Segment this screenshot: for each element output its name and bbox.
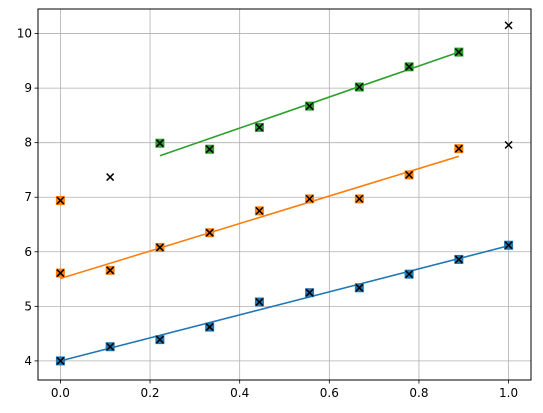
cross-marker bbox=[255, 123, 264, 132]
cross-marker bbox=[504, 140, 513, 149]
cross-stroke bbox=[405, 270, 414, 279]
cross-stroke bbox=[305, 194, 314, 203]
y-tick-label: 4 bbox=[24, 354, 32, 368]
cross-marker bbox=[205, 145, 214, 154]
cross-marker bbox=[205, 228, 214, 237]
y-tick-label: 6 bbox=[24, 245, 32, 259]
cross-marker bbox=[405, 270, 414, 279]
cross-stroke bbox=[56, 196, 65, 205]
fit-line-series-2 bbox=[60, 155, 460, 280]
cross-marker bbox=[355, 82, 364, 92]
cross-stroke bbox=[355, 82, 364, 92]
cross-stroke bbox=[355, 283, 364, 292]
x-tick-label: 0.2 bbox=[140, 386, 159, 400]
cross-marker bbox=[305, 288, 314, 297]
cross-marker bbox=[405, 170, 414, 179]
cross-marker bbox=[155, 139, 164, 148]
cross-marker bbox=[56, 269, 65, 278]
grid-lines bbox=[38, 9, 531, 380]
cross-marker bbox=[454, 48, 463, 57]
cross-stroke bbox=[504, 140, 513, 149]
cross-marker bbox=[255, 297, 264, 307]
cross-stroke bbox=[56, 356, 65, 365]
cross-stroke bbox=[454, 144, 463, 153]
x-tick-label: 0.4 bbox=[230, 386, 249, 400]
cross-stroke bbox=[106, 266, 115, 275]
cross-stroke bbox=[205, 145, 214, 154]
cross-stroke bbox=[504, 21, 513, 30]
cross-markers bbox=[56, 21, 513, 365]
y-tick-label: 5 bbox=[24, 299, 32, 313]
cross-stroke bbox=[454, 48, 463, 57]
cross-stroke bbox=[106, 173, 115, 182]
cross-stroke bbox=[106, 342, 115, 351]
y-tick-label: 10 bbox=[17, 27, 32, 41]
cross-marker bbox=[454, 255, 463, 264]
axis-ticks: 0.0 0.2 0.4 0.6 0.8 1.0 4 5 6 7 8 9 10 bbox=[17, 27, 518, 400]
cross-stroke bbox=[56, 269, 65, 278]
x-tick-label: 1.0 bbox=[499, 386, 518, 400]
fit-lines bbox=[60, 51, 509, 362]
cross-stroke bbox=[155, 139, 164, 148]
cross-stroke bbox=[405, 170, 414, 179]
x-tick-label: 0.8 bbox=[409, 386, 428, 400]
cross-stroke bbox=[255, 297, 264, 307]
cross-stroke bbox=[205, 323, 214, 332]
cross-marker bbox=[106, 342, 115, 351]
fit-line-series-1 bbox=[60, 245, 509, 362]
cross-stroke bbox=[305, 288, 314, 297]
cross-marker bbox=[106, 266, 115, 275]
cross-stroke bbox=[454, 255, 463, 264]
cross-stroke bbox=[355, 194, 364, 203]
data-points bbox=[55, 47, 514, 366]
cross-marker bbox=[355, 283, 364, 292]
y-tick-label: 7 bbox=[24, 190, 32, 204]
cross-stroke bbox=[155, 335, 164, 344]
cross-marker bbox=[205, 323, 214, 332]
cross-stroke bbox=[255, 206, 264, 215]
cross-stroke bbox=[255, 123, 264, 132]
cross-marker bbox=[56, 196, 65, 205]
cross-marker bbox=[305, 102, 314, 111]
cross-marker bbox=[355, 194, 364, 203]
cross-stroke bbox=[504, 241, 513, 250]
cross-marker bbox=[106, 173, 115, 182]
cross-marker bbox=[305, 194, 314, 203]
cross-marker bbox=[504, 241, 513, 250]
cross-marker bbox=[255, 206, 264, 215]
y-tick-label: 9 bbox=[24, 81, 32, 95]
cross-marker bbox=[454, 144, 463, 153]
cross-stroke bbox=[205, 228, 214, 237]
cross-marker bbox=[155, 243, 164, 252]
cross-marker bbox=[56, 356, 65, 365]
cross-stroke bbox=[405, 62, 414, 71]
y-tick-label: 8 bbox=[24, 136, 32, 150]
cross-marker bbox=[504, 21, 513, 30]
cross-stroke bbox=[155, 243, 164, 252]
x-tick-label: 0.6 bbox=[320, 386, 339, 400]
cross-marker bbox=[405, 62, 414, 71]
cross-marker bbox=[155, 335, 164, 344]
cross-stroke bbox=[305, 102, 314, 111]
x-tick-label: 0.0 bbox=[51, 386, 70, 400]
plot-frame bbox=[37, 8, 532, 381]
